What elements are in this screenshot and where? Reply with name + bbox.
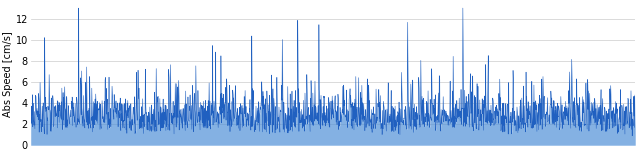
Y-axis label: Abs Speed [cm/s]: Abs Speed [cm/s]: [3, 31, 13, 117]
